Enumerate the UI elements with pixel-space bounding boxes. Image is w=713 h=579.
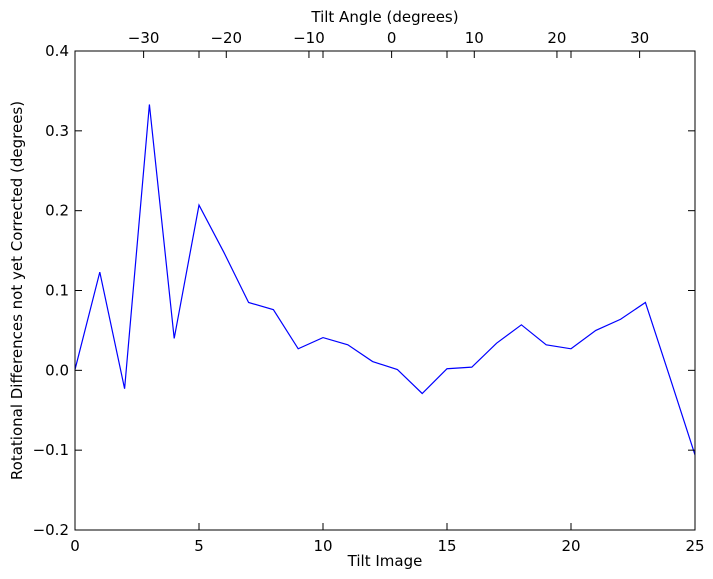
x2-tick-label: −30 [128,29,160,47]
x2-tick-label: 0 [387,29,397,47]
plot-frame [74,50,696,531]
series-line-0 [74,104,696,456]
x-tick-label: 25 [685,537,704,555]
x-axis-label: Tilt Image [347,552,423,570]
x-tick-label: 0 [70,537,80,555]
plot-layer [74,104,696,456]
y-tick-label: 0.4 [45,42,69,60]
y-tick-label: 0.1 [45,282,69,300]
x2-tick-label: 10 [465,29,484,47]
y-tick-label: 0.2 [45,202,69,220]
y-tick-label: −0.1 [33,441,69,459]
x-tick-label: 15 [437,537,456,555]
ticks-layer: 0 5 10 15 20 25 −30 −20 −10 0 10 20 30 −0.2 −0.1 0.0 0.1… [33,29,705,555]
x-tick-label: 5 [194,537,204,555]
y-tick-label: 0.3 [45,122,69,140]
x2-tick-label: 30 [630,29,649,47]
x2-tick-label: −20 [210,29,242,47]
y-tick-label: 0.0 [45,361,69,379]
x2-tick-label: 20 [547,29,566,47]
x2-tick-label: −10 [293,29,325,47]
y-tick-label: −0.2 [33,521,69,539]
top-axis-label: Tilt Angle (degrees) [310,8,458,26]
y-axis-label: Rotational Differences not yet Corrected… [8,101,26,480]
x-tick-label: 20 [561,537,580,555]
x-tick-label: 10 [313,537,332,555]
